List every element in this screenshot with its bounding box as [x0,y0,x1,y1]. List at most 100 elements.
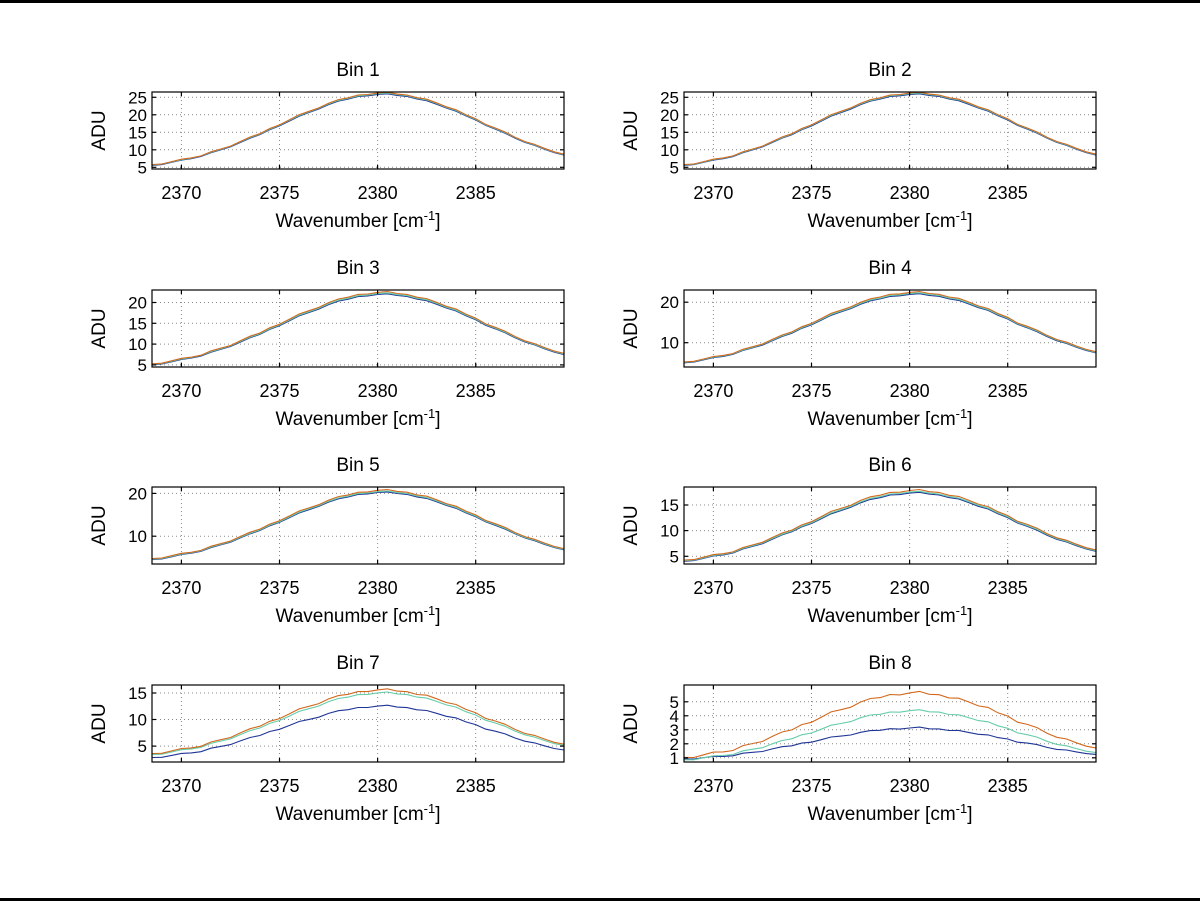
x-axis-label: Wavenumber [cm-1] [275,208,440,232]
y-axis-label: ADU [621,505,642,545]
y-tick-label: 20 [660,106,679,125]
subplot-bin-5: 10 20 2370 2375 2380 2385 Bin 5 ADU Wavenumber [… [89,455,565,627]
y-tick-label: 20 [128,294,147,313]
x-tick-label: 2385 [988,381,1028,401]
x-tick-label: 2385 [456,381,496,401]
trace-orange [151,688,565,755]
trace-blue [683,93,1097,166]
axis-box [151,684,565,763]
x-axis-label: Wavenumber [cm-1] [807,603,972,627]
x-axis-label-main: Wavenumber [cm [807,211,955,232]
axis-box [683,91,1097,170]
trace-green [683,292,1097,363]
x-axis-label-superscript: -1 [956,208,968,223]
x-axis-label-main: Wavenumber [cm [275,804,423,825]
trace-green [683,92,1097,166]
y-tick-label: 20 [660,293,679,312]
subplot-title: Bin 7 [336,653,379,674]
x-tick-label: 2375 [791,578,831,598]
trace-blue [151,93,565,166]
x-tick-label: 2375 [259,578,299,598]
axis-box [683,289,1097,368]
x-tick-label: 2370 [161,578,201,598]
y-tick-label: 5 [138,158,147,177]
x-tick-label: 2370 [693,776,733,796]
y-axis-label: ADU [621,703,642,743]
y-tick-label: 10 [128,335,147,354]
x-tick-label: 2385 [456,776,496,796]
x-axis-label: Wavenumber [cm-1] [275,406,440,430]
y-tick-label: 3 [670,721,679,740]
trace-orange [683,690,1097,759]
x-axis-label: Wavenumber [cm-1] [807,406,972,430]
x-tick-label: 2380 [358,381,398,401]
x-tick-label: 2380 [890,183,930,203]
y-tick-label: 1 [670,749,679,768]
trace-orange [683,488,1097,561]
x-tick-label: 2385 [988,183,1028,203]
y-tick-label: 2 [670,735,679,754]
subplot-title: Bin 1 [336,60,379,81]
x-tick-label: 2385 [988,776,1028,796]
x-axis-label-superscript: -1 [424,603,436,618]
x-axis-label-main: Wavenumber [cm [275,211,423,232]
x-axis-label-close: ] [967,211,972,232]
y-tick-label: 4 [670,707,679,726]
x-axis-label-close: ] [435,804,440,825]
x-axis-label-close: ] [435,211,440,232]
y-axis-label: ADU [89,505,110,545]
y-axis-label: ADU [621,110,642,150]
x-axis-label-superscript: -1 [956,603,968,618]
trace-blue [683,293,1097,364]
subplot-title: Bin 4 [868,258,912,279]
x-axis-label-close: ] [967,606,972,627]
x-tick-label: 2380 [890,381,930,401]
y-tick-label: 15 [128,314,147,333]
y-tick-label: 5 [670,693,679,712]
subplot-bin-6: 5 10 15 2370 2375 2380 2385 Bin 6 ADU Wavenumber … [621,455,1097,627]
y-axis-label: ADU [89,703,110,743]
y-tick-label: 15 [660,123,679,142]
x-tick-label: 2380 [358,578,398,598]
trace-green [151,92,565,166]
x-tick-label: 2380 [358,776,398,796]
axis-box [151,289,565,368]
subplot-bin-7: 5 10 15 2370 2375 2380 2385 Bin 7 ADU Wavenumber … [89,653,565,825]
x-tick-label: 2380 [890,776,930,796]
y-tick-label: 5 [138,737,147,756]
axis-box [683,684,1097,763]
y-tick-label: 15 [128,684,147,703]
y-tick-label: 25 [660,88,679,107]
x-tick-label: 2370 [161,381,201,401]
x-axis-label: Wavenumber [cm-1] [275,801,440,825]
x-axis-label-main: Wavenumber [cm [807,606,955,627]
y-tick-label: 10 [660,334,679,353]
trace-orange [151,488,565,560]
x-axis-label-superscript: -1 [424,801,436,816]
x-tick-label: 2375 [791,776,831,796]
trace-orange [683,290,1097,363]
trace-orange [151,290,565,365]
x-axis-label-superscript: -1 [424,208,436,223]
x-tick-label: 2370 [693,381,733,401]
x-axis-label-close: ] [967,409,972,430]
trace-blue [151,293,565,366]
x-tick-label: 2380 [890,578,930,598]
x-tick-label: 2375 [791,381,831,401]
trace-green [151,292,565,365]
y-tick-label: 10 [128,141,147,160]
axis-box [683,486,1097,565]
y-tick-label: 20 [128,106,147,125]
y-tick-label: 10 [660,141,679,160]
trace-blue [683,491,1097,562]
x-axis-label-main: Wavenumber [cm [807,804,955,825]
x-axis-label-close: ] [967,804,972,825]
axis-box [151,91,565,170]
x-axis-label-superscript: -1 [956,801,968,816]
x-tick-label: 2370 [693,183,733,203]
